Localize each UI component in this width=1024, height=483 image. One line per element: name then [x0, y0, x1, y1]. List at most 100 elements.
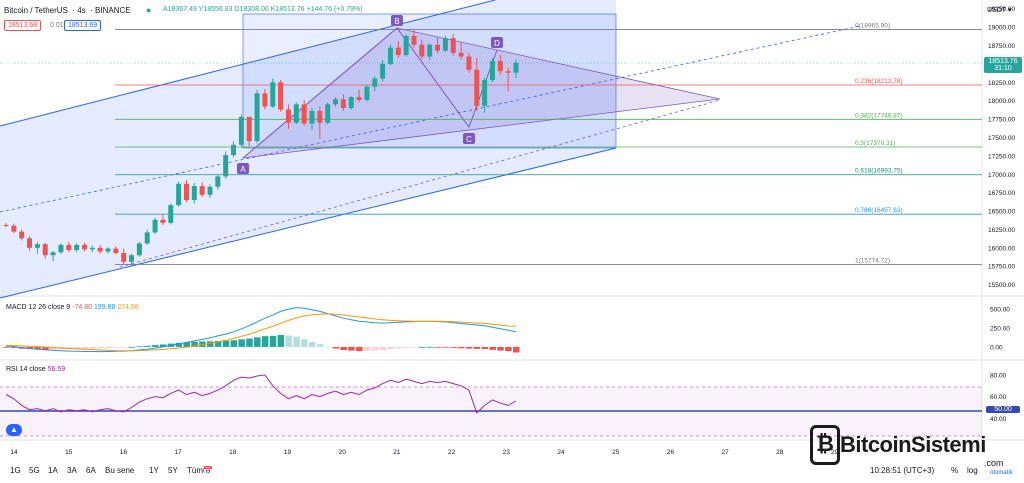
candle-body[interactable]	[50, 252, 56, 256]
candle-body[interactable]	[435, 44, 441, 51]
tradingview-logo-icon[interactable]: ▲	[6, 424, 22, 436]
point-d-marker[interactable]	[491, 37, 503, 48]
rsi-pane[interactable]: 80.00 60.00 40.00	[5, 372, 1007, 423]
candle-body[interactable]	[458, 52, 464, 57]
candle-body[interactable]	[395, 47, 401, 56]
candle-body[interactable]	[442, 38, 448, 51]
candle-body[interactable]	[191, 186, 197, 201]
log-toggle[interactable]: log	[967, 466, 978, 475]
candle-body[interactable]	[427, 44, 433, 57]
candles-layer[interactable]	[3, 30, 519, 265]
candle-body[interactable]	[136, 243, 142, 256]
candle-body[interactable]	[270, 82, 276, 107]
harmonic-points[interactable]: A B C D	[237, 15, 503, 174]
candle-body[interactable]	[317, 110, 323, 123]
candle-body[interactable]	[34, 244, 40, 248]
trend-line-dashed[interactable]	[119, 99, 721, 268]
candle-body[interactable]	[285, 109, 291, 123]
calendar-icon[interactable]: 📅	[203, 466, 213, 475]
range-button-4[interactable]: 6A	[86, 466, 96, 475]
range-button-3[interactable]: 3A	[67, 466, 77, 475]
range-button-5[interactable]: Bu sene	[105, 466, 135, 475]
candle-body[interactable]	[348, 96, 354, 109]
macd-line[interactable]	[5, 307, 517, 353]
candle-body[interactable]	[262, 93, 268, 107]
range-button-7[interactable]: 5Y	[168, 466, 178, 475]
candle-body[interactable]	[66, 244, 72, 251]
candle-body[interactable]	[489, 60, 495, 81]
interval[interactable]: 4s	[77, 6, 86, 15]
range-button-6[interactable]: 1Y	[149, 466, 159, 475]
candle-body[interactable]	[450, 38, 456, 53]
candle-body[interactable]	[223, 155, 229, 177]
candle-body[interactable]	[27, 238, 33, 248]
candle-body[interactable]	[160, 219, 166, 223]
candle-body[interactable]	[278, 82, 284, 110]
point-a-marker[interactable]	[237, 163, 249, 174]
candle-body[interactable]	[81, 244, 87, 250]
candle-body[interactable]	[183, 183, 189, 201]
candle-body[interactable]	[19, 231, 25, 239]
candle-body[interactable]	[144, 232, 150, 244]
rectangle-drawing[interactable]	[242, 13, 617, 149]
candle-body[interactable]	[74, 244, 80, 251]
candle-body[interactable]	[325, 104, 331, 123]
channel-lower-line[interactable]	[0, 147, 617, 299]
candle-body[interactable]	[419, 44, 425, 57]
candle-body[interactable]	[474, 69, 480, 106]
range-button-0[interactable]: 1G	[10, 466, 21, 475]
candle-body[interactable]	[387, 47, 393, 64]
point-c-marker[interactable]	[463, 133, 475, 144]
clock-label[interactable]: 10:28:51 (UTC+3)	[870, 466, 935, 475]
candle-body[interactable]	[58, 244, 64, 253]
time-axis[interactable]: 14 15 16 17 18 19 20 21 22 23 24 25 26 27 28 29	[10, 449, 838, 456]
rsi-line[interactable]	[5, 374, 517, 414]
candle-body[interactable]	[254, 93, 260, 142]
candle-body[interactable]	[42, 244, 48, 256]
candle-body[interactable]	[497, 60, 503, 72]
candle-body[interactable]	[482, 80, 488, 106]
macd-signal-line[interactable]	[5, 313, 517, 352]
candle-body[interactable]	[121, 252, 127, 262]
buy-button[interactable]: 18513.69	[64, 20, 102, 31]
symbol-title[interactable]: Bitcoin / TetherUS · 4s · BINANCE	[4, 6, 131, 15]
candle-body[interactable]	[113, 248, 119, 253]
candle-body[interactable]	[152, 219, 158, 233]
range-button-2[interactable]: 1A	[48, 466, 58, 475]
candle-body[interactable]	[207, 186, 213, 195]
candle-body[interactable]	[403, 35, 409, 56]
candle-body[interactable]	[11, 225, 17, 232]
candle-body[interactable]	[333, 99, 339, 105]
point-b-marker[interactable]	[391, 15, 403, 26]
candle-body[interactable]	[293, 104, 299, 123]
candle-body[interactable]	[215, 176, 221, 187]
candle-body[interactable]	[513, 62, 519, 73]
sell-button[interactable]: 18513.68	[4, 20, 42, 31]
candle-body[interactable]	[372, 78, 378, 87]
price-axis[interactable]: 19250.0019000.0018750.0018500.0018250.00…	[988, 6, 1015, 289]
percent-toggle[interactable]: %	[951, 466, 959, 475]
candle-body[interactable]	[105, 248, 111, 252]
candle-body[interactable]	[340, 99, 346, 109]
candle-body[interactable]	[199, 186, 205, 195]
candle-body[interactable]	[231, 144, 237, 156]
candle-body[interactable]	[129, 255, 135, 262]
rsi-legend[interactable]: RSI 14 close 56.59	[6, 366, 65, 373]
candle-body[interactable]	[97, 247, 103, 252]
candle-body[interactable]	[168, 205, 174, 223]
channel-upper-line[interactable]	[0, 0, 496, 127]
candle-body[interactable]	[89, 247, 95, 250]
candle-body[interactable]	[364, 86, 370, 100]
range-button-8[interactable]: Tümü	[187, 466, 208, 475]
candle-body[interactable]	[411, 35, 417, 45]
auto-label[interactable]: otomatik	[990, 470, 1013, 476]
macd-legend[interactable]: MACD 12 26 close 9 -74.80 199.88 274.68	[6, 304, 139, 311]
candle-body[interactable]	[3, 225, 9, 227]
candle-body[interactable]	[309, 110, 315, 124]
candle-body[interactable]	[246, 116, 252, 142]
range-button-1[interactable]: 5G	[29, 466, 40, 475]
candle-body[interactable]	[380, 63, 386, 79]
candle-body[interactable]	[238, 116, 244, 145]
symbol-name[interactable]: Bitcoin / TetherUS	[4, 6, 68, 15]
